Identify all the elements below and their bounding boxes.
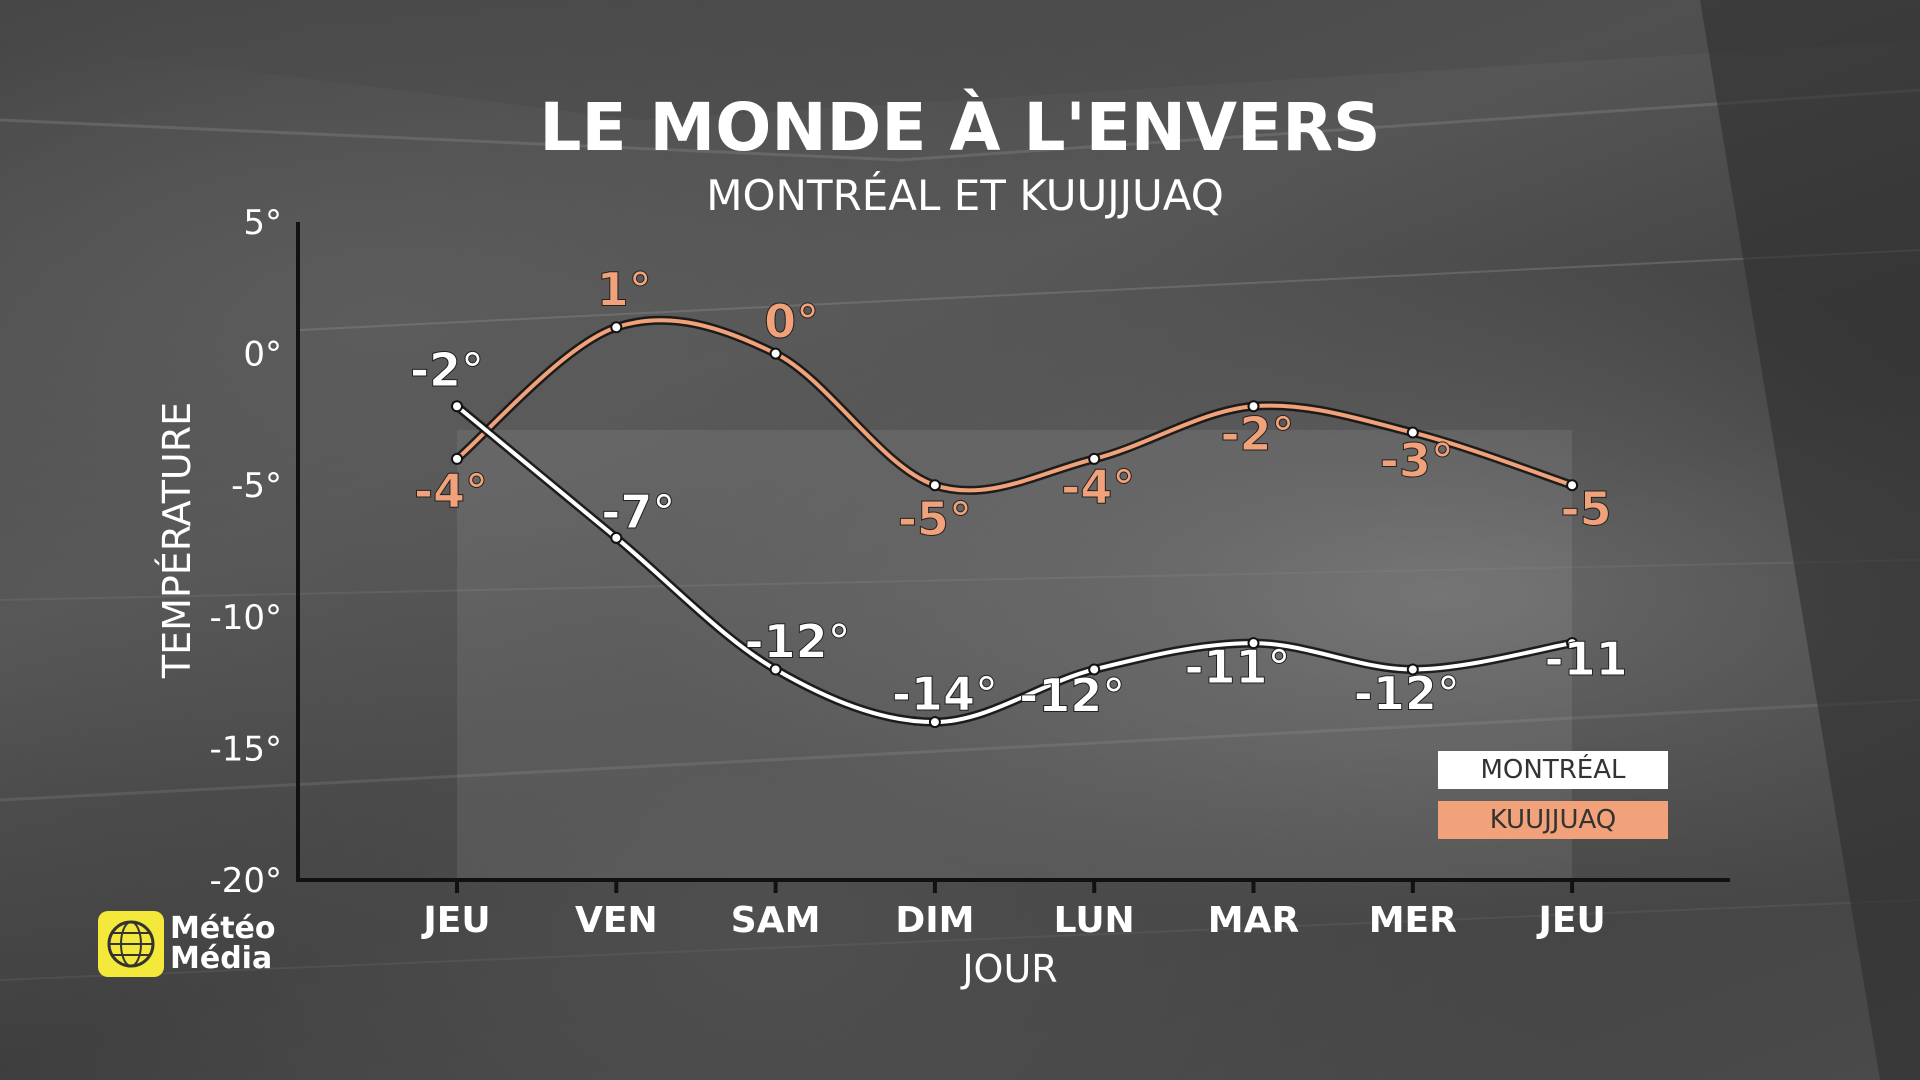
y-tick-label: 5° [243,203,282,243]
x-tick-label: MAR [1208,900,1299,941]
data-point [610,531,623,544]
data-label: -5° [898,492,972,546]
legend-label-montreal: MONTRÉAL [1480,755,1626,785]
y-axis-label: TEMPÉRATURE [155,402,199,679]
data-label: -4° [414,464,488,518]
legend-item-kuujjuaq: KUUJJUAQ [1438,801,1668,839]
data-point [610,321,623,334]
x-axis-label: JOUR [960,947,1057,991]
data-label: -12° [745,614,851,668]
data-point [451,400,463,413]
data-label: -3° [1380,434,1454,488]
series-layer: -4° 1° 0° -5° -4° -2° -3° -5 -2° -7° -12° -14° -12° -… [409,262,1628,729]
logo-text-line2: Média [170,941,273,976]
legend-label-kuujjuaq: KUUJJUAQ [1489,805,1617,835]
data-label: -12° [1019,668,1125,722]
data-point [769,663,782,676]
data-label: -11 [1545,632,1628,686]
data-label: -2° [410,343,484,397]
data-point [1406,663,1419,676]
data-label: -12° [1354,666,1460,720]
data-point [1566,479,1579,492]
data-label: -4° [1061,460,1135,514]
x-tick-label: SAM [731,900,821,941]
series-line-kuujjuaq [455,318,1575,493]
y-axis-ticks: 5° 0° -5° -10° -15° -20° [209,203,282,901]
legend-item-montreal: MONTRÉAL [1438,751,1668,789]
y-tick-label: -20° [209,861,282,901]
chart-title: LE MONDE À L'ENVERS [539,88,1380,166]
x-tick-label: MER [1369,900,1457,941]
x-axis-ticks: JEU VEN SAM DIM LUN MAR MER JEU [420,880,1606,941]
data-point [1247,400,1260,413]
x-tick-label: VEN [575,900,658,941]
logo-text: Météo Média [170,914,276,974]
data-label: -7° [601,485,675,539]
data-label: -14° [892,667,998,721]
data-point [1088,452,1101,465]
data-point [928,479,941,492]
x-tick-label: JEU [420,900,490,941]
series-line-montreal [455,404,1575,725]
data-point [769,347,782,360]
y-tick-label: -15° [209,729,282,769]
data-point [1088,663,1101,676]
data-label: 0° [764,295,819,349]
logo-text-line1: Météo [170,911,276,946]
meteo-media-logo: Météo Média [98,908,288,980]
legend: MONTRÉAL KUUJJUAQ [1438,751,1668,851]
x-tick-label: DIM [895,900,974,941]
data-label: -5 [1561,482,1612,536]
x-tick-label: LUN [1054,900,1135,941]
data-point [451,452,463,465]
y-tick-label: -10° [209,598,282,638]
y-tick-label: -5° [231,466,282,506]
y-tick-label: 0° [243,335,282,375]
x-tick-label: JEU [1535,900,1605,941]
data-point [1406,426,1419,439]
chart-subtitle: MONTRÉAL ET KUUJJUAQ [706,170,1224,220]
plot-shade [457,430,1572,878]
data-point [1247,637,1260,650]
data-label: 1° [597,262,652,316]
data-label: -2° [1220,407,1294,461]
data-label: -11° [1184,640,1290,694]
data-point [1566,637,1579,650]
globe-icon [98,911,164,977]
data-point [928,716,941,729]
